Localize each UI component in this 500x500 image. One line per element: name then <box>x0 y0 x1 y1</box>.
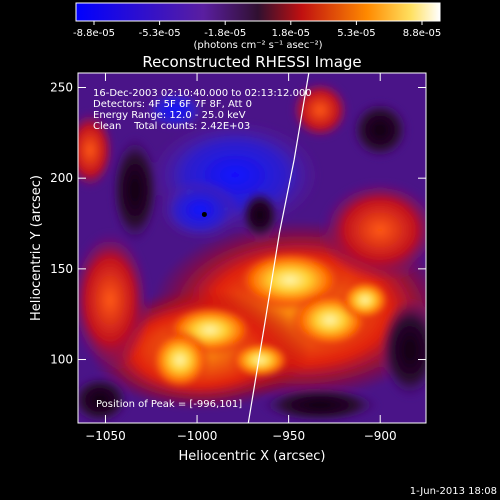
y-axis: 100 150 200 250 <box>50 81 426 367</box>
y-tick-label: 250 <box>50 81 73 95</box>
energy-range-text: Energy Range: 12.0 - 25.0 keV <box>93 110 246 121</box>
centroid-marker <box>201 211 207 217</box>
colorbar-tick-label: 5.3e-05 <box>337 28 375 39</box>
colorbar-tick-label: 8.8e-05 <box>403 28 441 39</box>
y-tick-label: 200 <box>50 171 73 185</box>
time-range-text: 16-Dec-2003 02:10:40.000 to 02:13:12.000 <box>93 88 312 99</box>
colorbar-tick-label: -1.8e-05 <box>204 28 246 39</box>
colorbar-tick-label: 1.8e-05 <box>272 28 310 39</box>
clean-counts-text: Clean Total counts: 2.42E+03 <box>93 121 250 132</box>
x-tick-label: −1050 <box>85 429 126 443</box>
colorbar <box>75 2 441 22</box>
y-tick-label: 100 <box>50 353 73 367</box>
plot-frame <box>77 72 427 424</box>
x-tick-label: −900 <box>364 429 397 443</box>
x-tick-label: −950 <box>272 429 305 443</box>
y-tick-label: 150 <box>50 262 73 276</box>
detectors-text: Detectors: 4F 5F 6F 7F 8F, Att 0 <box>93 99 252 110</box>
solar-limb <box>247 73 310 423</box>
chart-title: Reconstructed RHESSI Image <box>142 53 361 71</box>
y-axis-label: Heliocentric Y (arcsec) <box>29 175 44 321</box>
colorbar-units: (photons cm⁻² s⁻¹ asec⁻²) <box>193 40 322 51</box>
colorbar-ticks: -8.8e-05 -5.3e-05 -1.8e-05 1.8e-05 5.3e-05 8.… <box>73 21 441 39</box>
x-axis-label: Heliocentric X (arcsec) <box>179 449 326 464</box>
footer-date: 1-Jun-2013 18:08 <box>410 486 497 497</box>
x-tick-label: −1000 <box>177 429 218 443</box>
colorbar-tick-label: -5.3e-05 <box>139 28 181 39</box>
heatmap-image <box>78 73 426 423</box>
colorbar-tick-label: -8.8e-05 <box>73 28 115 39</box>
x-axis: −1050 −1000 −950 −900 <box>85 73 397 443</box>
peak-position-text: Position of Peak = [-996,101] <box>96 399 242 410</box>
